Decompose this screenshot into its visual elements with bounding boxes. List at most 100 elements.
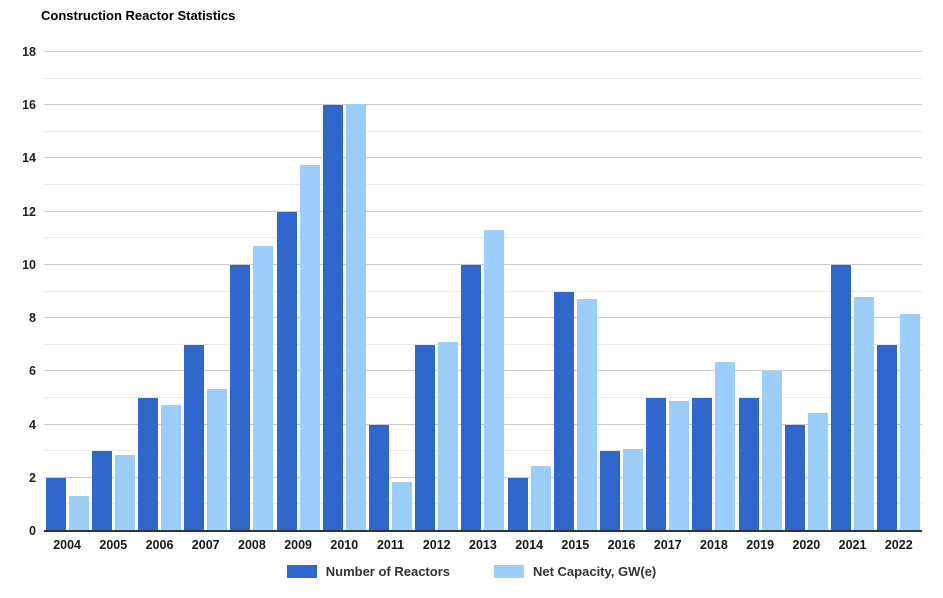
y-axis-label: 16 [22, 98, 36, 113]
y-axis-label: 10 [22, 257, 36, 272]
bar-number-of-reactors [45, 477, 66, 531]
gridline [44, 343, 922, 345]
bar-net-capacity-gw-e- [207, 388, 228, 531]
bar-net-capacity-gw-e- [854, 296, 875, 531]
bar-group [460, 52, 506, 531]
bar-number-of-reactors [369, 424, 390, 531]
bar-number-of-reactors [784, 424, 805, 531]
gridline [44, 104, 922, 106]
bar-group [414, 52, 460, 531]
legend-swatch-capacity [493, 565, 524, 578]
bar-group [183, 52, 229, 531]
bar-number-of-reactors [553, 291, 574, 531]
legend-swatch-reactors [286, 565, 317, 578]
bar-number-of-reactors [600, 451, 621, 531]
legend-item-capacity: Net Capacity, GW(e) [493, 564, 657, 579]
bar-net-capacity-gw-e- [392, 481, 413, 531]
bar-number-of-reactors [230, 264, 251, 531]
legend-label-capacity: Net Capacity, GW(e) [532, 564, 657, 579]
bar-group [552, 52, 598, 531]
gridline [44, 77, 922, 79]
x-axis: 2004 2005 2006 2007 2008 2009 2010 2011 2012 2013… [44, 538, 922, 552]
bar-group [321, 52, 367, 531]
bar-number-of-reactors [877, 344, 898, 531]
bar-number-of-reactors [831, 264, 852, 531]
bar-number-of-reactors [461, 264, 482, 531]
plot-area [44, 51, 922, 532]
x-axis-label: 2012 [422, 538, 451, 552]
bar-net-capacity-gw-e- [438, 342, 459, 531]
bar-net-capacity-gw-e- [669, 400, 690, 531]
x-axis-label: 2008 [238, 538, 266, 552]
bar-net-capacity-gw-e- [253, 246, 274, 531]
y-axis-label: 18 [22, 45, 36, 59]
bar-net-capacity-gw-e- [68, 496, 89, 531]
bar-group [275, 52, 321, 531]
bar-group [876, 52, 922, 531]
x-axis-baseline [44, 530, 922, 532]
x-axis-label: 2013 [469, 538, 497, 552]
y-axis-label: 4 [29, 417, 36, 432]
x-axis-label: 2022 [884, 538, 913, 552]
bar-number-of-reactors [692, 397, 713, 531]
x-axis-label: 2005 [99, 538, 128, 552]
x-axis-label: 2021 [838, 538, 867, 552]
bar-group [506, 52, 552, 531]
gridline [44, 476, 922, 478]
bar-net-capacity-gw-e- [761, 371, 782, 531]
bar-group [598, 52, 644, 531]
bar-group [229, 52, 275, 531]
bar-group [136, 52, 182, 531]
x-axis-label: 2020 [792, 538, 821, 552]
bar-group [367, 52, 413, 531]
gridline [44, 184, 922, 186]
x-axis-label: 2017 [653, 538, 682, 552]
gridline [44, 370, 922, 372]
legend-item-reactors: Number of Reactors [286, 564, 450, 579]
x-axis-label: 2010 [330, 538, 359, 552]
bar-net-capacity-gw-e- [114, 455, 135, 531]
x-axis-label: 2014 [515, 538, 544, 552]
gridline [44, 423, 922, 425]
bar-groups [44, 52, 922, 531]
x-axis-label: 2018 [700, 538, 728, 552]
gridline [44, 130, 922, 132]
legend-label-reactors: Number of Reactors [325, 564, 450, 579]
bar-number-of-reactors [91, 451, 112, 531]
gridline [44, 317, 922, 319]
gridline [44, 396, 922, 398]
gridline [44, 450, 922, 452]
bar-net-capacity-gw-e- [623, 448, 644, 531]
bar-net-capacity-gw-e- [345, 103, 366, 531]
bar-number-of-reactors [138, 397, 158, 531]
bar-net-capacity-gw-e- [715, 362, 736, 531]
gridline [44, 503, 922, 505]
bar-net-capacity-gw-e- [576, 299, 597, 531]
bar-number-of-reactors [507, 477, 528, 531]
bar-group [90, 52, 136, 531]
legend: Number of Reactors Net Capacity, GW(e) [0, 564, 943, 579]
x-axis-label: 2009 [284, 538, 313, 552]
y-axis-label: 14 [22, 151, 36, 166]
x-axis-label: 2019 [746, 538, 775, 552]
bar-net-capacity-gw-e- [484, 230, 505, 531]
bar-net-capacity-gw-e- [161, 404, 181, 531]
bar-number-of-reactors [322, 105, 343, 531]
bar-group [691, 52, 737, 531]
gridline [44, 51, 922, 52]
bar-group [829, 52, 875, 531]
gridline [44, 237, 922, 239]
bar-group [645, 52, 691, 531]
bar-number-of-reactors [184, 344, 205, 531]
bar-number-of-reactors [738, 397, 759, 531]
bar-net-capacity-gw-e- [900, 314, 921, 531]
y-axis: 0 2 4 6 8 10 12 14 16 18 [0, 45, 36, 538]
x-axis-label: 2011 [376, 538, 405, 552]
x-axis-label: 2006 [145, 538, 174, 552]
y-axis-label: 8 [29, 311, 36, 326]
bar-number-of-reactors [276, 211, 297, 531]
y-axis-label: 0 [29, 524, 36, 538]
bar-net-capacity-gw-e- [530, 465, 551, 531]
y-axis-label: 2 [29, 470, 36, 485]
